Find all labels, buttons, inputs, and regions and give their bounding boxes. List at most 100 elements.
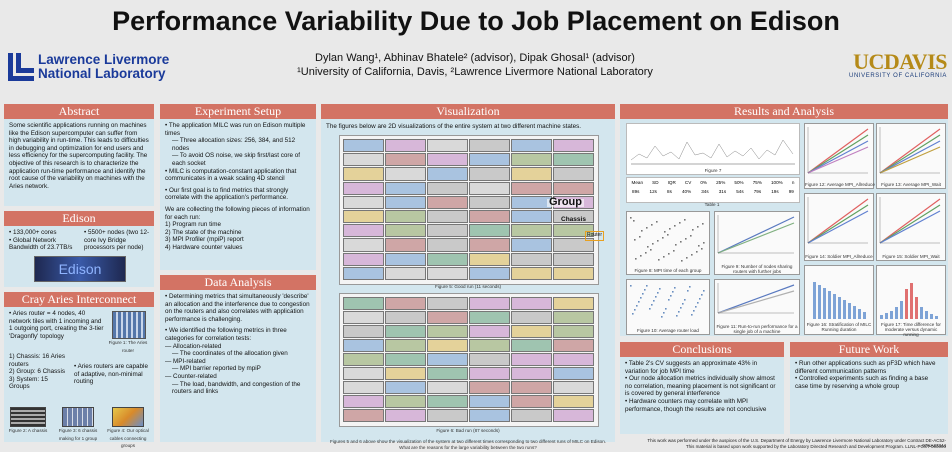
setup-item: — To avoid OS noise, we skip first/last … (172, 152, 300, 167)
chassis-cell (469, 395, 510, 408)
figure-10: Figure 10: Average router load (626, 279, 710, 335)
setup-heading: Experiment Setup (160, 104, 316, 119)
cray-heading: Cray Aries Interconnect (4, 292, 154, 307)
table-header-cell: n (791, 180, 795, 185)
results-panel: Results and Analysis Figure 7 Mean SD IQR C… (620, 104, 948, 337)
chassis-cell (427, 238, 468, 252)
table-header-cell: CV (684, 180, 692, 185)
cray-level: 1) Chassis: 16 Aries routers (9, 353, 65, 368)
metric-detail: — MPI barrier reported by mpiP (172, 365, 261, 373)
chassis-cell (511, 353, 552, 366)
chassis-cell (427, 167, 468, 181)
setup-list-item: 1) Program run time (165, 221, 221, 229)
chassis-cell (553, 252, 594, 266)
chassis-cell (343, 195, 384, 209)
bad-run-visualization (339, 293, 599, 427)
chassis-cell (553, 238, 594, 252)
chassis-cell (343, 297, 384, 310)
chassis-cell (469, 210, 510, 224)
chassis-cell (469, 266, 510, 280)
edison-panel: Edison • 133,000+ cores • Global Network… (4, 211, 154, 287)
abstract-panel: Abstract Some scientific applications ru… (4, 104, 154, 206)
cray-level: 2) Group: 6 Chassis (9, 368, 65, 376)
edison-heading: Edison (4, 211, 154, 226)
chassis-cell (385, 238, 426, 252)
figure-16: Figure 16: Stratification of MILC Runnin… (804, 265, 874, 335)
chassis-label: Chassis (561, 216, 586, 223)
chassis-cell (553, 297, 594, 310)
setup-item: • MILC is computation-constant applicati… (165, 167, 297, 183)
table-header-cell: 25% (716, 180, 726, 185)
chassis-cell (553, 353, 594, 366)
chassis-cell (385, 297, 426, 310)
chassis-cell (343, 181, 384, 195)
chassis-cell (427, 381, 468, 394)
metric-category: — Allocation-related (165, 342, 222, 350)
figure-14: Figure 14: Soldier MPI_Allreduce (804, 193, 874, 261)
aries-router-figure: Figure 1: The Aries router (108, 311, 148, 353)
chassis-cell (553, 266, 594, 280)
chassis-cell (553, 210, 594, 224)
chassis-cell (553, 224, 594, 238)
chassis-cell (385, 325, 426, 338)
chassis-cell (427, 297, 468, 310)
chassis-cell (385, 395, 426, 408)
chassis-cell (343, 238, 384, 252)
chassis-cell (427, 181, 468, 195)
chassis-cell (385, 367, 426, 380)
cray-routing: • Aries routers are capable of adaptive,… (74, 363, 148, 386)
group-figure: Figure 3: 6 chassis making for 1 group (56, 407, 100, 441)
setup-collect: We are collecting the following pieces o… (165, 205, 310, 221)
poster-title: Performance Variability Due to Job Place… (112, 6, 840, 36)
chassis-cell (469, 153, 510, 167)
setup-panel: Experiment Setup • The application MILC … (160, 104, 316, 270)
chassis-cell (511, 153, 552, 167)
chassis-cell (343, 224, 384, 238)
chassis-cell (469, 195, 510, 209)
setup-list-item: 3) MPI Profiler (mpiP) report (165, 236, 244, 244)
table-header-cell: 0% (700, 180, 708, 185)
chassis-cell (553, 325, 594, 338)
chassis-cell (553, 167, 594, 181)
table-header-cell: SD (652, 180, 659, 185)
analysis-text: • Determining metrics that simultaneousl… (165, 293, 310, 323)
llnl-logo: Lawrence Livermore National Laboratory (8, 53, 228, 83)
setup-goal: • Our first goal is to find metrics that… (165, 186, 289, 202)
analysis-heading: Data Analysis (160, 275, 316, 290)
chassis-cell (427, 311, 468, 324)
chassis-cell (469, 139, 510, 153)
table-cell: 34s (701, 189, 709, 194)
chassis-cell (343, 311, 384, 324)
chassis-cell (385, 195, 426, 209)
chassis-cell (511, 167, 552, 181)
good-run-caption: Figure 5: Good run (11 seconds) (434, 284, 502, 289)
metric-category: — Counter-related (165, 372, 217, 380)
visualization-question: What are the reasons for the large varia… (399, 445, 537, 450)
visualization-caption: Figures 5 and 6 above show the visualiza… (329, 439, 607, 444)
chassis-cell (385, 210, 426, 224)
setup-list-item: 4) Hardware counter values (165, 243, 243, 251)
chassis-cell (385, 181, 426, 195)
chassis-cell (427, 139, 468, 153)
stats-table: Mean SD IQR CV 0% 25% 50% 75% 100% n 89s 12s 8s 40% 3… (626, 177, 800, 203)
chassis-cell (469, 297, 510, 310)
chassis-cell (511, 252, 552, 266)
good-run-visualization (339, 135, 599, 285)
chassis-cell (427, 353, 468, 366)
chassis-cell (427, 252, 468, 266)
llnl-name: Lawrence Livermore National Laboratory (38, 52, 170, 81)
table-header-cell: 100% (771, 180, 783, 185)
router-label: Router (585, 231, 605, 241)
figure-15: Figure 15: Soldier MPI_Wait (876, 193, 946, 261)
chassis-cell (553, 395, 594, 408)
metric-detail: — The load, bandwidth, and congestion of… (172, 380, 301, 396)
abstract-heading: Abstract (4, 104, 154, 119)
footer-line: This material is based upon work support… (685, 444, 946, 449)
chassis-cell (343, 167, 384, 181)
chassis-cell (469, 181, 510, 195)
authors: Dylan Wang¹, Abhinav Bhatele² (advisor),… (315, 52, 635, 64)
chassis-cell (385, 409, 426, 422)
chassis-cell (343, 266, 384, 280)
future-heading: Future Work (790, 342, 948, 357)
